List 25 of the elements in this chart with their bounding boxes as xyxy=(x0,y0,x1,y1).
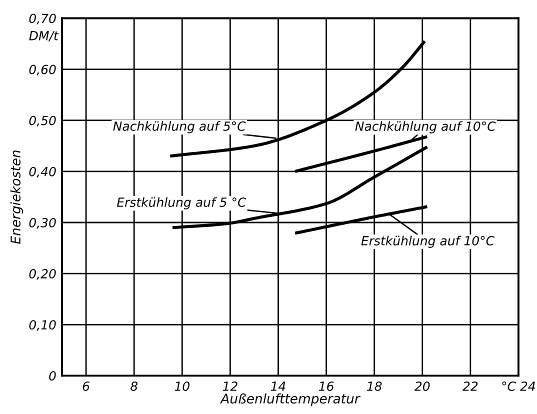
x-tick-label: 8 xyxy=(130,381,138,391)
x-tick-label: °C 24 xyxy=(502,381,536,391)
y-tick-label: 0,20 xyxy=(29,269,56,280)
x-tick-label: 12 xyxy=(222,381,238,391)
x-tick-label: 6 xyxy=(82,381,90,391)
text: DM/t xyxy=(29,31,59,42)
x-tick-label: 18 xyxy=(366,381,382,391)
annotation: Erstkühlung auf 10°C xyxy=(361,236,495,248)
x-tick-label: 22 xyxy=(462,381,478,391)
y-tick-label: 0,30 xyxy=(29,218,56,229)
y-tick-label: 0 xyxy=(49,371,56,381)
y-tick-label: 0,10 xyxy=(29,320,56,331)
y-tick-label: 0,70 xyxy=(29,14,56,24)
x-tick-label: 14 xyxy=(270,382,286,391)
y-tick-label: 0,40 xyxy=(29,166,56,178)
x-tick-label: 10 xyxy=(174,381,190,391)
y-tick-label: 0,50 xyxy=(29,116,56,127)
annotation: Nachkühlung auf 5°C xyxy=(113,121,246,134)
x-axis-title: Außenlufttemperatur xyxy=(220,393,360,406)
annotation: Nachkühlung auf 10°C xyxy=(355,121,496,134)
x-tick-label: 16 xyxy=(318,381,334,391)
annotation: Erstkühlung auf 5 °C xyxy=(116,197,246,210)
y-axis-title: Energiekosten xyxy=(10,150,24,244)
y-tick-label: 0,60 xyxy=(29,64,56,76)
x-tick-label: 20 xyxy=(414,381,430,391)
